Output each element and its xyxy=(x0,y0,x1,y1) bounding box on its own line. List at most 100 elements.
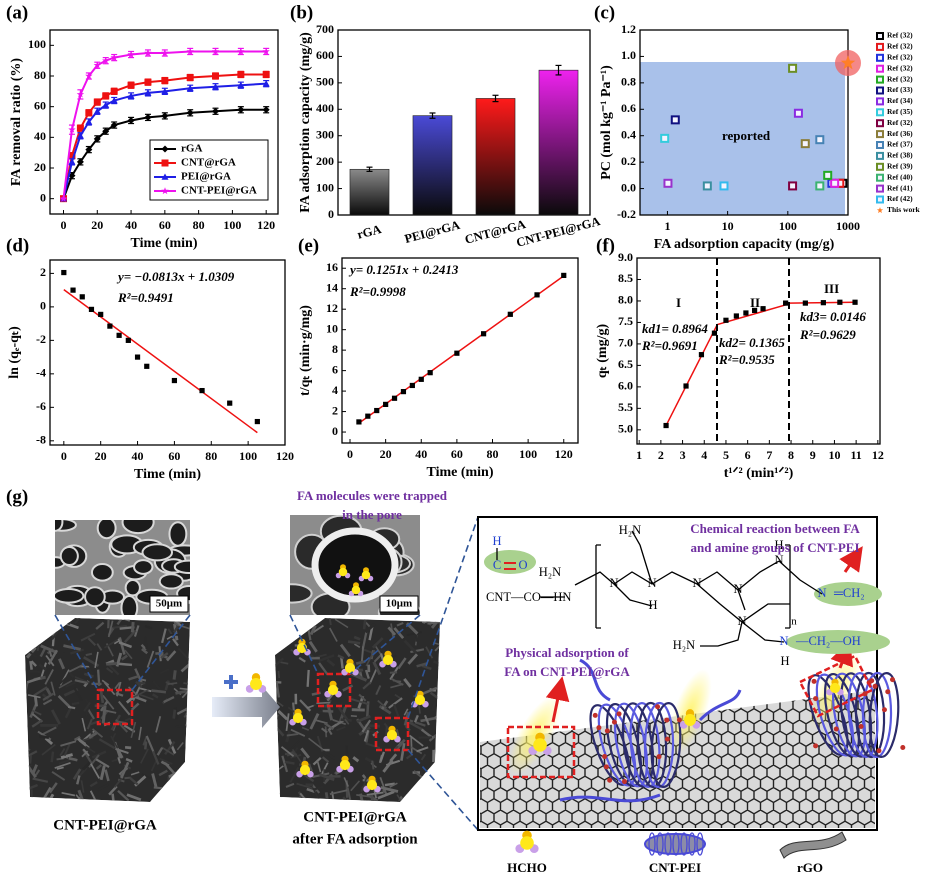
marker xyxy=(365,413,371,419)
y-axis-label: qₜ (mg/g) xyxy=(595,324,610,379)
cnt-dot xyxy=(872,683,878,689)
cube-fiber xyxy=(103,709,117,714)
legend-label: rGO xyxy=(797,860,823,875)
x-tick-label: 0 xyxy=(61,218,67,232)
marker xyxy=(418,376,424,382)
note: Physical adsorption of xyxy=(505,645,629,660)
cube-fiber xyxy=(144,625,153,630)
marker xyxy=(830,178,840,188)
cube-fiber xyxy=(88,724,94,736)
cube-fiber xyxy=(54,677,67,689)
cube-fiber xyxy=(70,648,85,655)
cube-fiber xyxy=(350,780,361,792)
cube-fiber xyxy=(326,658,336,667)
cube-fiber xyxy=(31,719,43,728)
chem-label: N xyxy=(647,576,656,590)
cube-fiber xyxy=(377,699,388,709)
cube-fiber xyxy=(316,701,331,705)
cube-fiber xyxy=(71,701,80,706)
cube-fiber xyxy=(277,709,289,721)
cube-fiber xyxy=(72,804,76,818)
cube-fiber xyxy=(55,800,67,802)
cube-fiber xyxy=(115,718,129,733)
cube-fiber xyxy=(438,721,440,731)
cube-fiber xyxy=(49,625,56,636)
legend-label: Ref (35) xyxy=(887,107,913,116)
pei-chain xyxy=(559,658,742,803)
sem-pore xyxy=(124,579,141,597)
marker xyxy=(876,141,884,149)
y-tick-label: 0 xyxy=(40,190,46,204)
cube-fiber xyxy=(403,708,409,716)
cube-fiber xyxy=(275,787,278,802)
cube-fiber xyxy=(172,638,179,647)
cube-fiber xyxy=(431,794,435,802)
cube-fiber xyxy=(114,682,121,690)
cube-fiber xyxy=(117,756,122,764)
x-tick-label: 40 xyxy=(132,449,144,463)
cnt-coil xyxy=(868,671,900,759)
marker xyxy=(561,272,567,279)
marker xyxy=(454,350,460,356)
x-tick-label: 20 xyxy=(95,449,107,463)
scale-bar-box xyxy=(379,595,419,613)
cube-fiber xyxy=(394,693,402,700)
cube-fiber xyxy=(167,682,178,685)
cube-fiber xyxy=(26,764,37,779)
marker xyxy=(262,70,270,78)
marker xyxy=(876,42,884,51)
cnt-dot xyxy=(603,764,609,770)
cube-fiber xyxy=(353,643,361,649)
cube-fiber xyxy=(59,747,66,757)
y-axis-label: t/qₜ (min·g/mg) xyxy=(298,305,313,396)
legend-label: PEI@rGA xyxy=(181,171,231,183)
x-tick-label: 6 xyxy=(745,448,751,462)
cube-fiber xyxy=(275,657,285,670)
note: FA molecules were trapped xyxy=(297,488,448,503)
y-tick-label: 80 xyxy=(34,68,46,82)
cube-fiber xyxy=(25,627,27,638)
cube-fiber xyxy=(334,618,349,629)
annotation: kd3= 0.0146 xyxy=(800,309,866,324)
marker xyxy=(93,135,101,143)
plot-frame xyxy=(49,29,279,215)
cube-fiber xyxy=(128,674,140,681)
cube-fiber xyxy=(379,777,388,795)
cube-fiber xyxy=(158,769,168,777)
cube-fiber xyxy=(25,782,26,785)
marker xyxy=(70,287,76,293)
marker xyxy=(161,159,169,167)
marker xyxy=(876,195,884,204)
marker xyxy=(61,269,67,276)
reaction-highlight xyxy=(814,582,882,606)
chem-label: ═CH₂ xyxy=(833,586,865,600)
cube-fiber xyxy=(126,804,130,810)
x-tick-label: 5 xyxy=(723,448,729,462)
cnt-coil xyxy=(629,702,661,788)
marker xyxy=(93,107,101,115)
cube-fiber xyxy=(276,727,285,737)
cube-fiber xyxy=(416,746,429,753)
y-tick-label: 6.5 xyxy=(618,357,633,371)
marker xyxy=(876,184,884,193)
marker xyxy=(85,118,93,125)
cube-fiber xyxy=(344,718,350,725)
cnt-icon-coil xyxy=(672,832,680,856)
marker xyxy=(102,92,110,100)
annotation: II xyxy=(750,295,760,310)
cube-fiber xyxy=(51,770,66,781)
cube-fiber xyxy=(365,649,376,667)
cube-fiber xyxy=(82,761,91,771)
cube-fiber xyxy=(74,618,81,625)
sem-pore xyxy=(55,520,64,532)
zoom-guide xyxy=(407,749,479,831)
cube-fiber xyxy=(159,757,173,765)
cnt-dot xyxy=(676,717,682,723)
cube-fiber xyxy=(358,726,371,736)
marker xyxy=(98,311,104,318)
cube-fiber xyxy=(319,773,335,782)
annotation: R²=0.9535 xyxy=(718,352,775,367)
cube-fiber xyxy=(63,620,71,626)
reported-region xyxy=(640,62,845,215)
marker xyxy=(127,92,135,99)
